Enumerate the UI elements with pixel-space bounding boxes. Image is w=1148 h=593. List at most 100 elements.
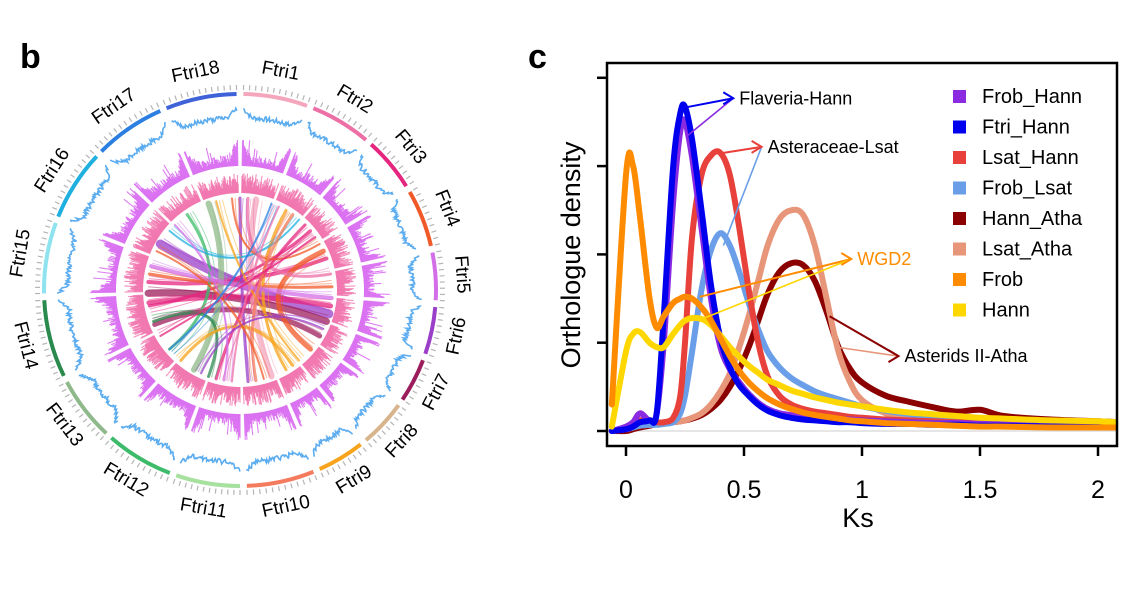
inner-histogram-bar [304, 362, 313, 372]
repeat-density-bar [294, 173, 298, 180]
repeat-density-bar [226, 413, 229, 422]
series-lines [608, 101, 1117, 435]
repeat-density-bar [171, 394, 175, 400]
legend-item: Frob [953, 269, 1023, 291]
inner-histogram-bar [179, 196, 189, 209]
inner-histogram-bar [197, 185, 205, 201]
inner-histogram-bar [320, 227, 333, 237]
scale-tick [49, 212, 55, 216]
synteny-link [238, 196, 250, 384]
repeat-density-bar [152, 385, 162, 397]
inner-histogram-bar [335, 269, 349, 274]
inner-histogram-bar [256, 184, 260, 195]
repeat-density-bar [363, 300, 390, 304]
inner-histogram-bar [328, 327, 348, 337]
inner-histogram-bar [150, 227, 161, 236]
repeat-density-bar [112, 327, 123, 332]
scale-tick [36, 261, 42, 264]
inner-histogram-bar [273, 380, 282, 398]
repeat-density-bar [271, 409, 276, 421]
repeat-density-bar [230, 155, 233, 167]
inner-histogram-bar [205, 382, 211, 395]
legend-swatch [953, 212, 966, 225]
repeat-density-bar [298, 398, 304, 408]
inner-histogram-bar [185, 199, 191, 207]
inner-histogram-bar [251, 386, 254, 393]
repeat-density-bar [293, 401, 302, 416]
inner-histogram-bar [148, 235, 157, 242]
inner-histogram-bar [160, 220, 168, 227]
inner-histogram-bar [137, 305, 145, 308]
repeat-density-bar [351, 343, 359, 349]
inner-histogram-bar [220, 183, 224, 195]
inner-histogram-bar [135, 266, 146, 270]
repeat-density-bar [248, 152, 251, 167]
inner-histogram-bar [135, 257, 148, 263]
inner-histogram-bar [287, 188, 299, 206]
annotation-arrow [829, 315, 899, 357]
scale-tick [105, 440, 110, 446]
repeat-density-bar [319, 384, 335, 402]
chromosome-label: Ftri17 [88, 84, 140, 129]
inner-histogram-bar [327, 329, 342, 338]
repeat-density-bar [110, 318, 120, 322]
inner-histogram-bar [191, 375, 196, 384]
inner-histogram-bar [223, 385, 227, 401]
inner-histogram-bar [324, 236, 336, 244]
repeat-density-bar [146, 385, 162, 403]
inner-histogram-bar [261, 179, 267, 196]
inner-histogram-bar [318, 227, 326, 234]
repeat-density-bar [224, 155, 227, 167]
inner-histogram-bar [155, 220, 166, 229]
inner-histogram-bar [315, 219, 327, 230]
inner-histogram-bar [201, 380, 206, 387]
repeat-density-bar [291, 402, 300, 418]
repeat-density-bar [109, 305, 118, 308]
repeat-density-bar [281, 150, 292, 174]
repeat-density-bar [267, 163, 270, 170]
scale-tick [204, 87, 207, 93]
repeat-density-bar [311, 390, 318, 398]
scale-tick [352, 454, 357, 460]
repeat-density-bar [249, 157, 252, 167]
inner-histogram-bar [226, 386, 230, 403]
inner-histogram-bar [314, 221, 323, 229]
repeat-density-bar [358, 325, 372, 331]
repeat-density-bar [134, 216, 139, 220]
inner-histogram-bar [333, 316, 345, 321]
repeat-density-bar [257, 156, 261, 168]
inner-histogram-bar [215, 184, 219, 196]
inner-histogram-bar [296, 368, 307, 382]
repeat-density-bar [347, 350, 353, 355]
series-line-frob [608, 149, 1117, 431]
inner-histogram-bar [255, 385, 258, 397]
inner-histogram-bar [325, 236, 341, 246]
scale-tick [390, 155, 396, 160]
repeat-density-bar [129, 212, 139, 220]
repeat-density-bar [172, 397, 180, 408]
scale-tick [52, 206, 58, 210]
inner-histogram-bar [146, 222, 162, 234]
inner-histogram-bar [201, 184, 208, 200]
repeat-density-bar [110, 320, 121, 325]
legend-swatch [953, 273, 966, 286]
inner-histogram-bar [272, 380, 280, 399]
inner-histogram-bar [334, 312, 341, 315]
inner-histogram-bar [265, 186, 270, 197]
repeat-density-bar [115, 339, 127, 347]
scale-tick [412, 390, 418, 394]
repeat-density-bar [142, 376, 152, 385]
scale-tick [326, 469, 330, 475]
repeat-density-bar [183, 403, 191, 416]
inner-histogram-bar [333, 314, 349, 319]
repeat-density-bar [310, 391, 319, 402]
inner-histogram-bar [332, 318, 341, 322]
inner-histogram-bar [328, 328, 342, 335]
inner-histogram-bar [259, 183, 264, 196]
repeat-density-bar [113, 262, 119, 265]
inner-histogram-bar [160, 205, 174, 220]
inner-histogram-bar [175, 369, 186, 384]
synteny-link [237, 197, 317, 260]
inner-histogram-bar [259, 188, 262, 196]
inner-histogram-bar [308, 358, 320, 370]
